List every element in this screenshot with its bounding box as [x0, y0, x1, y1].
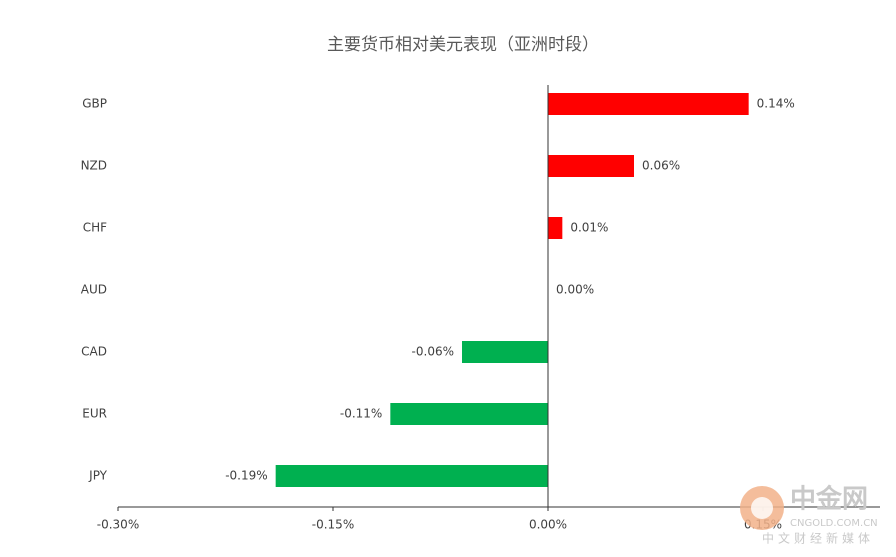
- bar: [548, 93, 749, 115]
- watermark-url: CNGOLD.COM.CN: [790, 518, 878, 529]
- watermark-logo-inner: [751, 497, 773, 519]
- value-label: 0.00%: [556, 283, 594, 297]
- x-tick-label: -0.30%: [97, 518, 139, 532]
- y-tick-label: NZD: [81, 159, 107, 173]
- chart-title: 主要货币相对美元表现（亚洲时段）: [327, 35, 599, 55]
- bar: [390, 403, 548, 425]
- value-label: 0.01%: [570, 221, 608, 235]
- watermark-brand: 中金网: [790, 484, 868, 515]
- bar: [548, 217, 563, 239]
- y-tick-label: AUD: [81, 283, 107, 297]
- bar: [462, 341, 548, 363]
- bar: [548, 155, 634, 177]
- value-label: -0.11%: [340, 407, 382, 421]
- value-label: -0.19%: [225, 469, 267, 483]
- watermark-slogan: 中文财经新媒体: [762, 531, 874, 546]
- x-tick-label: -0.15%: [312, 518, 354, 532]
- value-label: 0.14%: [757, 97, 795, 111]
- value-label: 0.06%: [642, 159, 680, 173]
- bar: [275, 465, 548, 487]
- x-tick-label: 0.00%: [529, 518, 567, 532]
- y-tick-label: JPY: [88, 469, 108, 483]
- y-tick-label: EUR: [82, 407, 107, 421]
- value-label: -0.06%: [412, 345, 454, 359]
- y-tick-label: GBP: [82, 97, 107, 111]
- y-tick-label: CHF: [83, 221, 107, 235]
- y-tick-label: CAD: [81, 345, 107, 359]
